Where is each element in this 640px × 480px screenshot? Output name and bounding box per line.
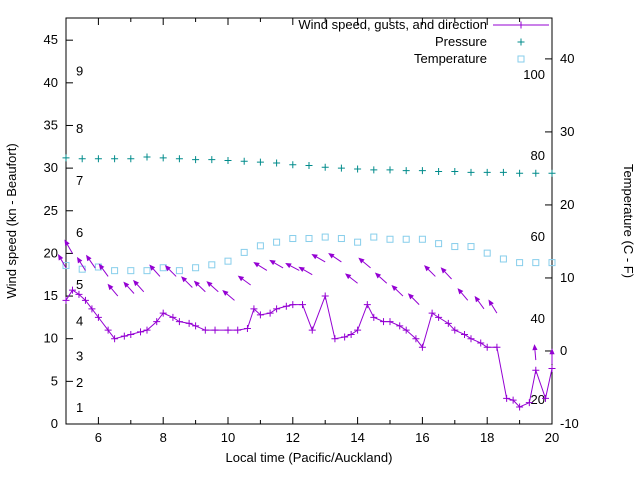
y-left-axis-label: Wind speed (kn - Beaufort): [4, 143, 19, 298]
fahrenheit-scale-label: 60: [531, 229, 545, 244]
fahrenheit-scale-label: 80: [531, 148, 545, 163]
x-tick-label: 12: [286, 430, 300, 445]
beaufort-scale-label: 7: [76, 173, 83, 188]
beaufort-scale-label: 2: [76, 375, 83, 390]
y-right-tick-label: -10: [560, 416, 579, 431]
y-left-tick-label: 5: [51, 373, 58, 388]
fahrenheit-scale-label: 40: [531, 311, 545, 326]
x-axis-ticks: [65, 18, 553, 424]
y-right-ticks: [545, 58, 552, 425]
fahrenheit-scale-label: 20: [531, 392, 545, 407]
pressure-points: [62, 153, 556, 177]
beaufort-scale-label: 1: [76, 400, 83, 415]
legend-label-pressure: Pressure: [435, 34, 487, 49]
legend-sample-marker: [517, 55, 525, 63]
y-left-tick-label: 40: [44, 75, 58, 90]
y-left-tick-label: 30: [44, 160, 58, 175]
beaufort-scale-label: 5: [76, 277, 83, 292]
x-axis-label: Local time (Pacific/Auckland): [226, 450, 393, 465]
legend-sample-marker: [517, 38, 525, 46]
y-right-tick-label: 30: [560, 124, 574, 139]
x-tick-label: 10: [221, 430, 235, 445]
beaufort-scale-label: 3: [76, 349, 83, 364]
beaufort-scale-label: 4: [76, 314, 83, 329]
legend-sample-marker: [517, 21, 525, 29]
y-right-axis-label: Temperature (C - F): [621, 164, 636, 278]
beaufort-scale-label: 9: [76, 64, 83, 79]
wind-gust-arrows: [58, 239, 555, 365]
x-tick-label: 20: [545, 430, 559, 445]
y-left-tick-label: 0: [51, 416, 58, 431]
y-right-tick-label: 0: [560, 343, 567, 358]
y-left-tick-label: 45: [44, 32, 58, 47]
plot-generated-content: 6 8 10 12 14 16 18 20051015202530354045-1001020…: [44, 17, 579, 445]
y-right-tick-label: 40: [560, 51, 574, 66]
temperature-points: [62, 233, 556, 275]
y-left-ticks: [66, 39, 73, 425]
x-tick-label: 18: [480, 430, 494, 445]
plot-border: [65, 17, 553, 425]
legend-label-wind_speed: Wind speed, gusts, and direction: [298, 17, 487, 32]
fahrenheit-scale-label: 100: [523, 67, 545, 82]
y-left-tick-label: 10: [44, 331, 58, 346]
y-right-tick-label: 20: [560, 197, 574, 212]
x-tick-label: 16: [415, 430, 429, 445]
y-left-tick-label: 25: [44, 203, 58, 218]
wind-speed-series: [62, 286, 556, 411]
y-right-tick-label: 10: [560, 270, 574, 285]
beaufort-scale-label: 6: [76, 225, 83, 240]
x-tick-label: 14: [350, 430, 364, 445]
x-tick-label: 8: [160, 430, 167, 445]
legend-label-temperature: Temperature: [414, 51, 487, 66]
beaufort-scale-label: 8: [76, 121, 83, 136]
y-left-tick-label: 20: [44, 245, 58, 260]
x-tick-label: 6: [95, 430, 102, 445]
legend: Wind speed, gusts, and direction Pressure…: [298, 17, 549, 66]
y-left-tick-label: 15: [44, 288, 58, 303]
y-left-tick-label: 35: [44, 117, 58, 132]
